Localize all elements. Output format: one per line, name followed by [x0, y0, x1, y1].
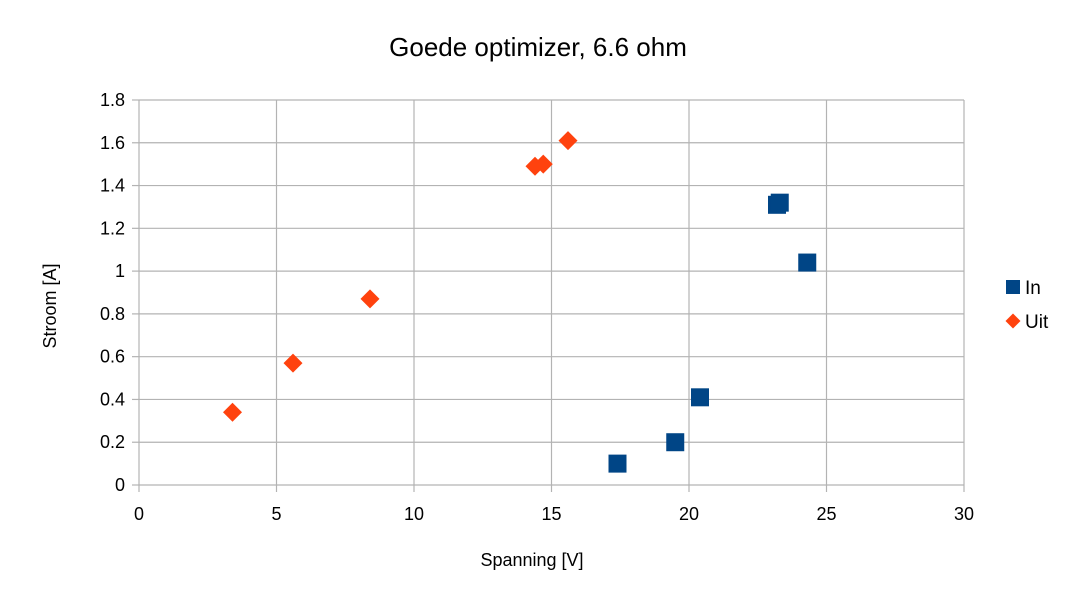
y-tick-label: 0.8 — [100, 304, 125, 324]
x-tick-labels: 0 5 10 15 20 25 30 — [134, 504, 974, 524]
data-point-uit — [223, 402, 242, 422]
y-tick-label: 1.6 — [100, 133, 125, 153]
y-tick-label: 1 — [115, 261, 125, 281]
data-point-uit — [283, 353, 303, 373]
y-tick-label: 0.4 — [100, 389, 125, 409]
y-tick-label: 0.2 — [100, 432, 125, 452]
x-tick-label: 15 — [541, 504, 561, 524]
x-tick-label: 30 — [954, 504, 974, 524]
legend: In Uit — [1005, 278, 1049, 333]
x-tick-label: 0 — [134, 504, 144, 524]
legend-label-uit: Uit — [1025, 312, 1049, 333]
y-tick-label: 1.4 — [100, 176, 125, 196]
x-tick-label: 25 — [816, 504, 836, 524]
axes — [132, 99, 965, 492]
data-point-in — [798, 253, 817, 272]
x-axis-title: Spanning [V] — [480, 550, 583, 570]
legend-marker-uit — [1005, 313, 1021, 329]
data-point-in — [666, 433, 685, 452]
data-points — [223, 131, 817, 473]
legend-marker-in — [1006, 280, 1020, 294]
data-point-uit — [360, 289, 380, 309]
data-point-in — [608, 454, 627, 473]
grid-lines — [138, 99, 965, 486]
legend-label-in: In — [1025, 278, 1041, 299]
y-axis-title: Stroom [A] — [40, 263, 60, 348]
y-tick-label: 0 — [115, 475, 125, 495]
data-point-uit — [533, 154, 553, 174]
y-tick-labels: 0 0.2 0.4 0.6 0.8 1 1.2 1.4 1.6 1.8 — [100, 90, 125, 495]
y-tick-label: 1.8 — [100, 90, 125, 110]
y-tick-label: 0.6 — [100, 347, 125, 367]
x-tick-label: 10 — [404, 504, 424, 524]
data-point-in — [691, 388, 709, 407]
data-point-uit — [558, 131, 578, 151]
x-tick-label: 5 — [271, 504, 281, 524]
data-point-in — [770, 193, 789, 212]
chart-title: Goede optimizer, 6.6 ohm — [389, 32, 687, 62]
x-tick-label: 20 — [679, 504, 699, 524]
y-tick-label: 1.2 — [100, 218, 125, 238]
